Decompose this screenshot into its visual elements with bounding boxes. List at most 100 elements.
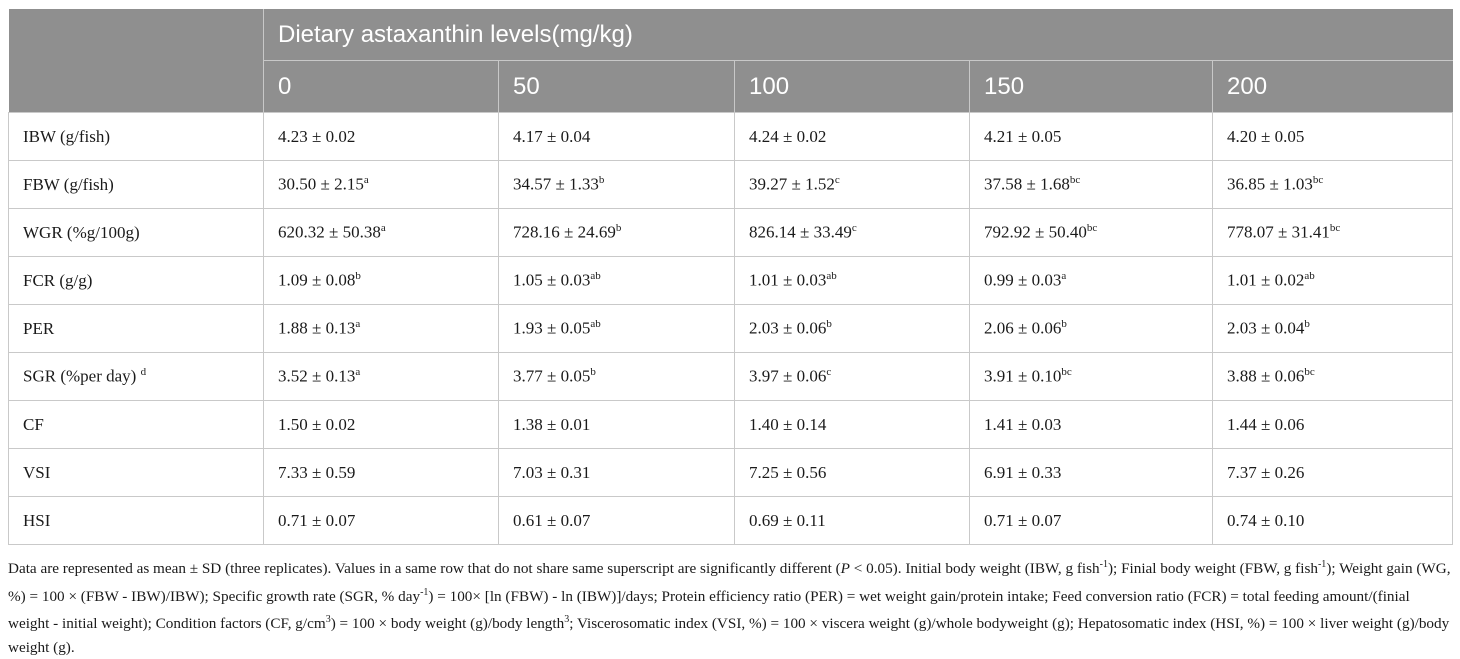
table-column-header-row: 0 50 100 150 200 [8,60,1453,113]
table-cell: 1.38 ± 0.01 [498,400,735,449]
row-label: VSI [23,462,51,482]
footnote-text: ) = 100 × body weight (g)/body length [330,615,565,633]
table-cell: 4.17 ± 0.04 [498,112,735,161]
cell-value: 36.85 ± 1.03 [1227,174,1313,194]
table-cell: 1.44 ± 0.06 [1211,400,1454,449]
table-cell: 778.07 ± 31.41bc [1211,208,1454,257]
footnote-text: < 0.05). Initial body weight (IBW, g fis… [849,560,1100,578]
cell-superscript: b [598,174,605,187]
row-label-cell: CF [8,400,264,449]
row-label-cell: FCR (g/g) [8,256,264,305]
row-label: FCR (g/g) [23,270,93,290]
table-cell: 1.01 ± 0.03ab [734,256,970,305]
cell-superscript: b [1061,318,1067,331]
table-cell: 0.71 ± 0.07 [969,496,1213,545]
cell-superscript: bc [1312,174,1324,187]
group-header: Dietary astaxanthin levels(mg/kg) [263,9,1453,61]
cell-superscript: ab [590,318,601,331]
cell-value: 0.74 ± 0.10 [1227,510,1305,530]
cell-value: 0.69 ± 0.11 [749,510,826,530]
cell-value: 34.57 ± 1.33 [513,174,599,194]
table-body: IBW (g/fish) 4.23 ± 0.02 4.17 ± 0.04 4.24 ±… [8,112,1454,545]
cell-value: 2.03 ± 0.04 [1227,318,1305,338]
table-row: WGR (%g/100g) 620.32 ± 50.38a 728.16 ± 24.… [8,208,1454,257]
table-cell: 7.37 ± 0.26 [1211,448,1454,497]
table-row: FCR (g/g) 1.09 ± 0.08b 1.05 ± 0.03ab 1.01 ±… [8,256,1454,305]
row-label: CF [23,414,44,434]
cell-value: 4.23 ± 0.02 [278,126,356,146]
table-row: FBW (g/fish) 30.50 ± 2.15a 34.57 ± 1.33b 39… [8,160,1454,209]
cell-value: 728.16 ± 24.69 [513,222,616,242]
row-label-superscript: d [140,366,147,379]
table-cell: 4.20 ± 0.05 [1211,112,1454,161]
row-label: FBW (g/fish) [23,174,114,194]
cell-value: 7.25 ± 0.56 [749,462,827,482]
table-cell: 0.74 ± 0.10 [1211,496,1454,545]
cell-value: 826.14 ± 33.49 [749,222,852,242]
table-cell: 36.85 ± 1.03bc [1211,160,1454,209]
cell-value: 6.91 ± 0.33 [984,462,1062,482]
row-label-cell: FBW (g/fish) [8,160,264,209]
cell-value: 0.71 ± 0.07 [278,510,356,530]
column-header: 100 [734,60,970,113]
cell-value: 30.50 ± 2.15 [278,174,364,194]
cell-superscript: a [355,318,361,331]
cell-value: 1.93 ± 0.05 [513,318,591,338]
table-cell: 826.14 ± 33.49c [734,208,970,257]
footnote-text: Data are represented as mean ± SD (three… [8,560,841,578]
cell-superscript: a [355,366,361,379]
table-cell: 0.99 ± 0.03a [969,256,1213,305]
row-label: IBW (g/fish) [23,126,111,146]
column-header: 150 [969,60,1213,113]
table-cell: 1.09 ± 0.08b [263,256,499,305]
cell-value: 1.09 ± 0.08 [278,270,356,290]
table-cell: 0.71 ± 0.07 [263,496,499,545]
table-cell: 2.06 ± 0.06b [969,304,1213,353]
table-cell: 728.16 ± 24.69b [498,208,735,257]
table-cell: 6.91 ± 0.33 [969,448,1213,497]
cell-value: 4.24 ± 0.02 [749,126,827,146]
cell-value: 2.06 ± 0.06 [984,318,1062,338]
table-row: IBW (g/fish) 4.23 ± 0.02 4.17 ± 0.04 4.24 ±… [8,112,1454,161]
cell-value: 0.99 ± 0.03 [984,270,1062,290]
table-cell: 620.32 ± 50.38a [263,208,499,257]
footnote-text: ); Weight gain (WG, %) = 100 × (FBW - IB… [8,560,1451,605]
cell-superscript: c [834,174,840,187]
footnote-text: ); Finial body weight (FBW, g fish [1108,560,1318,578]
table-cell: 4.24 ± 0.02 [734,112,970,161]
cell-value: 1.44 ± 0.06 [1227,414,1305,434]
row-label: HSI [23,510,51,530]
table-cell: 1.93 ± 0.05ab [498,304,735,353]
cell-value: 1.50 ± 0.02 [278,414,356,434]
table-cell: 2.03 ± 0.04b [1211,304,1454,353]
cell-value: 39.27 ± 1.52 [749,174,835,194]
row-label-cell: IBW (g/fish) [8,112,264,161]
row-label: WGR (%g/100g) [23,222,140,242]
table-cell: 7.03 ± 0.31 [498,448,735,497]
cell-value: 1.88 ± 0.13 [278,318,356,338]
table-row: CF 1.50 ± 0.02 1.38 ± 0.01 1.40 ± 0.14 1.41 … [8,400,1454,449]
cell-value: 3.97 ± 0.06 [749,366,827,386]
cell-value: 2.03 ± 0.06 [749,318,827,338]
cell-superscript: b [590,366,596,379]
cell-value: 37.58 ± 1.68 [984,174,1070,194]
row-label-cell: SGR (%per day) d [8,352,264,401]
cell-superscript: b [615,222,622,235]
table-row: HSI 0.71 ± 0.07 0.61 ± 0.07 0.69 ± 0.11 0.71… [8,496,1454,545]
table-cell: 30.50 ± 2.15a [263,160,499,209]
cell-value: 1.41 ± 0.03 [984,414,1062,434]
cell-superscript: c [826,366,832,379]
table-cell: 4.21 ± 0.05 [969,112,1213,161]
table-cell: 2.03 ± 0.06b [734,304,970,353]
table-row: VSI 7.33 ± 0.59 7.03 ± 0.31 7.25 ± 0.56 6.91… [8,448,1454,497]
table-cell: 792.92 ± 50.40bc [969,208,1213,257]
footnote-superscript: -1 [1317,559,1327,570]
cell-superscript: b [826,318,832,331]
cell-value: 1.05 ± 0.03 [513,270,591,290]
cell-value: 1.40 ± 0.14 [749,414,827,434]
table-cell: 3.88 ± 0.06bc [1211,352,1454,401]
cell-value: 3.88 ± 0.06 [1227,366,1305,386]
table-cell: 4.23 ± 0.02 [263,112,499,161]
cell-value: 0.61 ± 0.07 [513,510,591,530]
cell-value: 7.37 ± 0.26 [1227,462,1305,482]
